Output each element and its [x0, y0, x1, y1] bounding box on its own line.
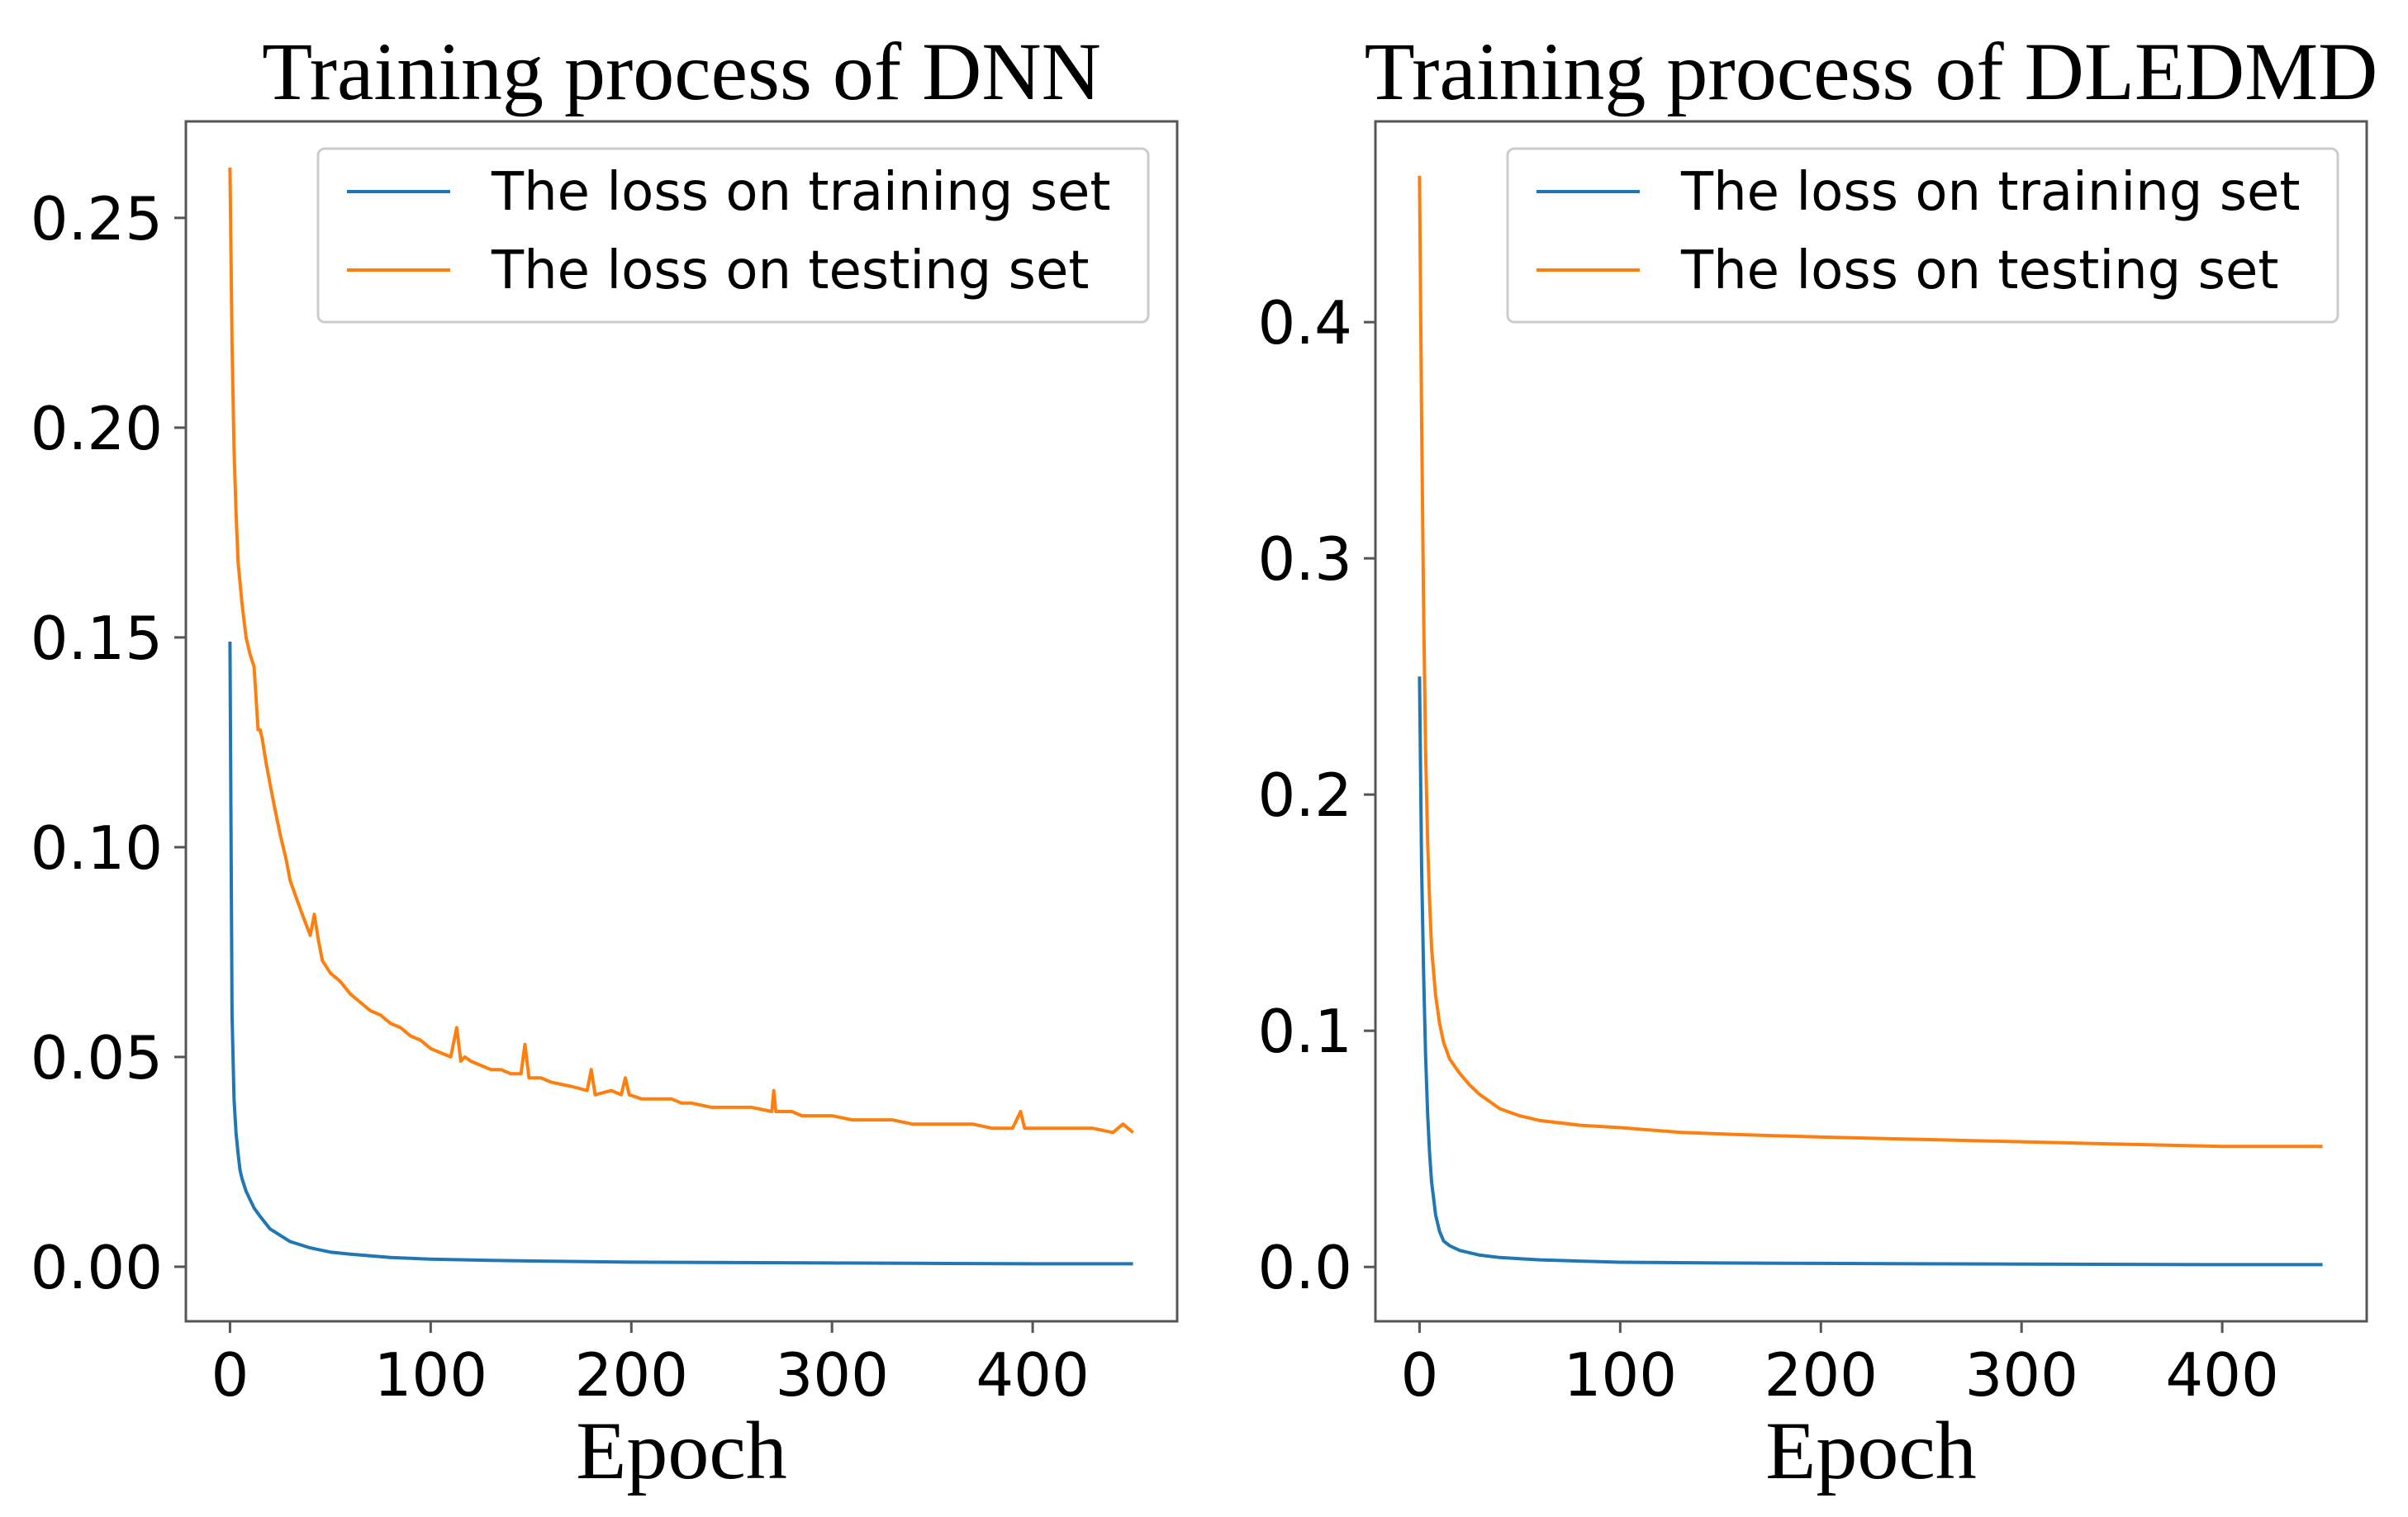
x-tick-label: 0: [211, 1340, 249, 1410]
y-tick-label: 0.0: [1257, 1233, 1352, 1302]
series-line-testing: [228, 167, 1134, 1135]
legend-label: The loss on testing set: [1680, 240, 2278, 301]
chart-title: Training process of DLEDMD: [1365, 26, 2378, 117]
y-tick-label: 0.3: [1257, 524, 1352, 594]
x-tick-label: 0: [1401, 1340, 1439, 1410]
plot-frame: [184, 120, 1179, 1323]
y-tick-label: 0.20: [31, 394, 163, 463]
series-line-testing: [1418, 175, 2323, 1149]
chart-panel-1: Training process of DNN 0 100 200 300 400 0.00…: [31, 26, 1179, 1496]
plot-frame: [1374, 120, 2368, 1323]
y-tick-label: 0.2: [1257, 761, 1352, 830]
legend-label: The loss on training set: [1680, 162, 2301, 223]
y-tick-label: 0.10: [31, 813, 163, 883]
x-tick-label: 300: [1964, 1340, 2078, 1410]
x-tick-label: 100: [1564, 1340, 1677, 1410]
y-tick-label: 0.15: [31, 604, 163, 673]
x-tick-label: 300: [775, 1340, 888, 1410]
legend: The loss on training set The loss on test…: [1506, 147, 2339, 324]
x-axis-label: Epoch: [1765, 1405, 1976, 1496]
legend: The loss on training set The loss on test…: [316, 147, 1150, 324]
legend-box: [316, 147, 1150, 324]
x-axis-label: Epoch: [576, 1405, 786, 1496]
y-tick-label: 0.05: [31, 1023, 163, 1093]
y-tick-label: 0.1: [1257, 997, 1352, 1066]
series-line-training: [1418, 676, 2323, 1267]
chart-title: Training process of DNN: [262, 26, 1101, 117]
y-tick-label: 0.00: [31, 1233, 163, 1302]
y-tick-label: 0.25: [31, 184, 163, 254]
chart-panel-2: Training process of DLEDMD 0 100 200 300 400 0…: [1257, 26, 2377, 1496]
y-tick-label: 0.4: [1257, 288, 1352, 358]
legend-label: The loss on training set: [491, 162, 1111, 223]
series-line-training: [228, 641, 1133, 1266]
x-tick-label: 200: [575, 1340, 688, 1410]
x-tick-label: 400: [976, 1340, 1089, 1410]
x-tick-label: 100: [374, 1340, 487, 1410]
x-tick-label: 400: [2165, 1340, 2278, 1410]
legend-label: The loss on testing set: [491, 240, 1089, 301]
legend-box: [1506, 147, 2339, 324]
x-tick-label: 200: [1764, 1340, 1878, 1410]
